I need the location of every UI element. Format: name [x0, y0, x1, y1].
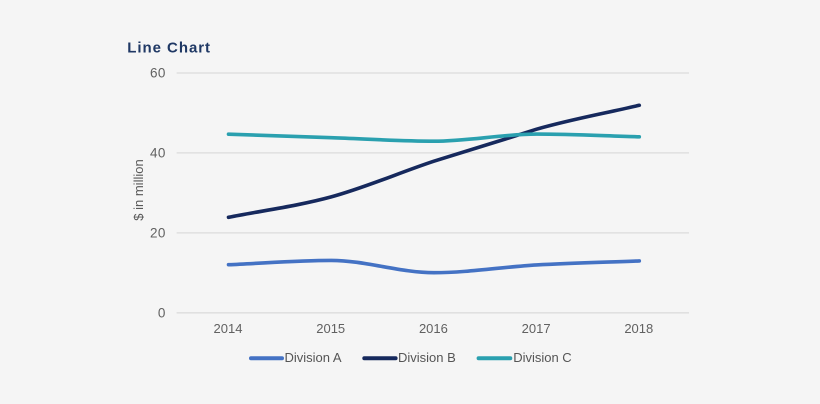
svg-text:2014: 2014 — [214, 321, 243, 336]
svg-text:Division A: Division A — [285, 350, 342, 365]
svg-text:2016: 2016 — [419, 321, 448, 336]
svg-text:Division B: Division B — [398, 350, 456, 365]
svg-text:20: 20 — [150, 225, 166, 240]
svg-text:60: 60 — [150, 66, 166, 81]
svg-text:40: 40 — [150, 145, 166, 160]
svg-text:0: 0 — [158, 305, 166, 320]
svg-text:Division C: Division C — [513, 350, 572, 365]
svg-text:Line Chart: Line Chart — [127, 40, 211, 57]
svg-text:$ in million: $ in million — [131, 159, 146, 220]
svg-text:2015: 2015 — [316, 321, 345, 336]
svg-text:2018: 2018 — [624, 321, 653, 336]
svg-text:2017: 2017 — [522, 321, 551, 336]
